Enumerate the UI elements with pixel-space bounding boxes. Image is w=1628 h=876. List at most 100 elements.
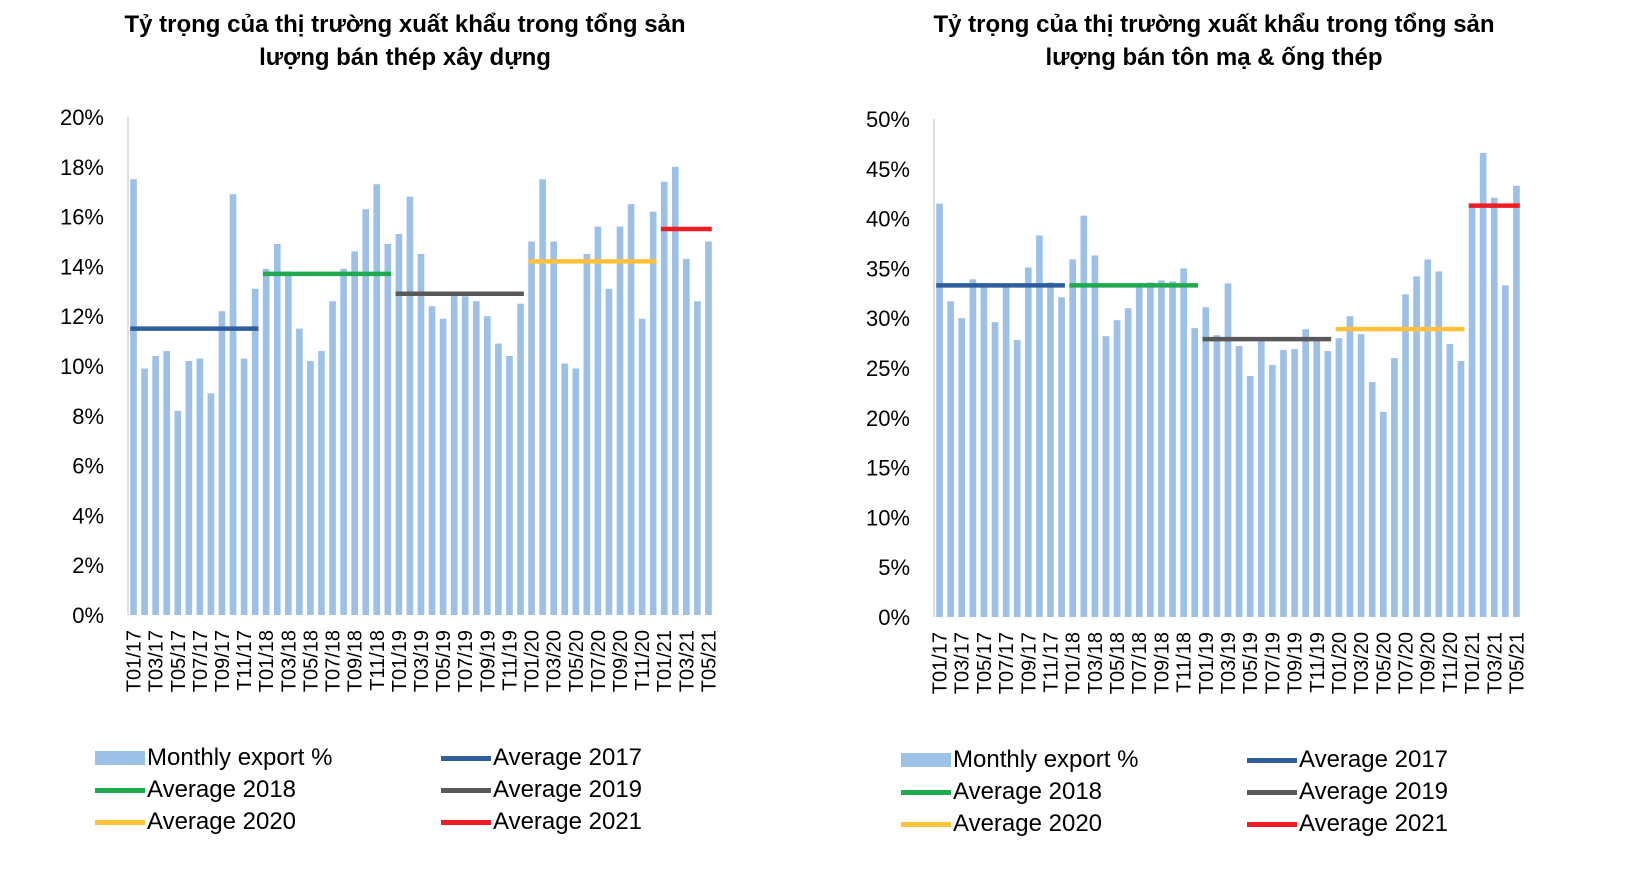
bar-T08-18 — [340, 268, 347, 615]
bar-T09-20 — [616, 226, 624, 615]
legend-item: Average 2017 — [441, 742, 642, 774]
x-tick-label: T05/19 — [433, 630, 455, 692]
chart-title-line-1: Tỷ trọng của thị trường xuất khẩu trong … — [933, 11, 1495, 38]
x-tick-label: T03/17 — [952, 632, 974, 694]
bar-T11-20 — [1446, 344, 1454, 617]
x-tick-label: T07/19 — [455, 630, 477, 692]
legend-label: Average 2018 — [953, 778, 1103, 805]
chart-panel-galvanized-sheet-pipe: Tỷ trọng của thị trường xuất khẩu trong … — [814, 0, 1628, 876]
x-tick-label: T03/21 — [676, 630, 698, 692]
x-tick-label: T09/20 — [610, 630, 632, 692]
bar-T06-20 — [583, 253, 591, 615]
legend-swatch-line — [1247, 821, 1297, 827]
bar-T11-18 — [373, 184, 381, 616]
x-tick-label: T11/18 — [367, 630, 389, 691]
bar-T02-21 — [1479, 152, 1487, 617]
bar-T05-21 — [705, 241, 712, 615]
x-tick-label: T01/19 — [389, 630, 411, 692]
bar-T07-19 — [1269, 365, 1276, 617]
bar-T06-18 — [1124, 308, 1132, 617]
bar-T11-17 — [240, 358, 248, 615]
legend-label: Average 2017 — [1299, 746, 1449, 773]
bar-T02-18 — [273, 243, 281, 616]
bar-T05-20 — [1379, 411, 1387, 617]
x-tick-label: T11/19 — [499, 630, 521, 691]
bar-T01-20 — [528, 241, 535, 615]
x-tick-label: T05/18 — [300, 630, 322, 692]
bar-T02-20 — [539, 179, 546, 615]
legend-label: Average 2020 — [147, 808, 297, 835]
chart-panel-construction-steel: Tỷ trọng của thị trường xuất khẩu trong … — [60, 11, 721, 835]
legend-label: Monthly export % — [147, 744, 333, 771]
y-tick-label: 2% — [72, 553, 104, 578]
legend-label: Average 2018 — [147, 776, 297, 803]
bar-T08-20 — [1413, 276, 1420, 617]
bar-T04-20 — [561, 363, 569, 615]
bar-T06-20 — [1391, 358, 1398, 617]
y-tick-label: 40% — [866, 207, 910, 232]
bar-T06-18 — [318, 351, 325, 615]
x-tick-label: T05/20 — [566, 630, 588, 692]
bar-T01-21 — [1468, 203, 1476, 617]
x-tick-label: T09/19 — [477, 630, 499, 692]
bar-T02-17 — [141, 368, 148, 615]
x-tick-label: T01/21 — [1462, 632, 1484, 694]
x-tick-label: T09/17 — [1018, 632, 1040, 694]
legend-swatch-line — [441, 819, 491, 825]
bar-T07-20 — [594, 226, 602, 615]
x-tick-label: T03/18 — [1085, 632, 1107, 694]
bar-T02-17 — [947, 301, 954, 617]
bar-T10-18 — [1169, 281, 1176, 617]
bar-T02-18 — [1080, 215, 1088, 617]
bar-T09-17 — [218, 311, 226, 615]
bar-T05-19 — [439, 318, 447, 615]
bar-T12-17 — [251, 288, 259, 615]
bar-T03-21 — [683, 258, 690, 615]
bar-T03-20 — [1357, 334, 1365, 617]
y-tick-label: 16% — [60, 205, 104, 230]
bar-T12-18 — [384, 243, 392, 616]
bar-T07-18 — [329, 301, 336, 615]
bar-T03-18 — [1091, 255, 1099, 617]
bar-T10-18 — [362, 209, 370, 615]
x-tick-label: T07/19 — [1262, 632, 1284, 694]
bar-T10-17 — [229, 194, 237, 615]
bar-T07-19 — [461, 296, 469, 615]
bar-T09-18 — [1158, 280, 1165, 617]
bar-T09-20 — [1424, 259, 1432, 617]
bar-T08-17 — [1013, 340, 1021, 617]
bar-T04-17 — [163, 351, 171, 615]
bar-T02-20 — [1346, 316, 1354, 617]
legend-swatch-bar — [901, 753, 951, 767]
bar-T01-19 — [1202, 307, 1210, 617]
bar-T02-19 — [1213, 335, 1221, 617]
x-tick-label: T11/18 — [1174, 632, 1196, 693]
x-tick-label: T09/20 — [1418, 632, 1440, 694]
x-tick-label: T07/18 — [323, 630, 345, 692]
legend-swatch-line — [95, 787, 145, 793]
bar-T06-17 — [185, 361, 193, 615]
legend-label: Average 2021 — [493, 808, 643, 835]
bar-T09-18 — [351, 251, 358, 615]
bar-T11-17 — [1047, 282, 1054, 617]
bar-T09-19 — [484, 316, 491, 615]
legend-swatch-line — [441, 787, 491, 793]
y-tick-label: 45% — [866, 157, 910, 182]
x-tick-label: T03/21 — [1484, 632, 1506, 694]
bar-T04-18 — [1102, 336, 1110, 617]
bar-T09-19 — [1291, 349, 1298, 617]
legend-swatch-line — [1247, 789, 1297, 795]
bar-T10-17 — [1036, 235, 1043, 618]
legend-item: Monthly export % — [95, 742, 332, 774]
chart-legend: Monthly export % Average 2017 Average 2018… — [901, 744, 1541, 854]
bar-T07-17 — [1002, 286, 1010, 617]
bar-T06-19 — [450, 293, 458, 615]
y-tick-label: 8% — [72, 404, 104, 429]
x-tick-label: T03/20 — [544, 630, 566, 692]
x-tick-label: T11/19 — [1307, 632, 1329, 693]
y-tick-label: 10% — [60, 354, 104, 379]
bar-T10-19 — [1302, 329, 1309, 617]
legend-label: Average 2019 — [493, 776, 643, 803]
y-tick-label: 50% — [866, 107, 910, 132]
chart-plot-area: 0%5%10%15%20%25%30%35%40%45%50%T01/17 T03… — [866, 107, 1528, 694]
